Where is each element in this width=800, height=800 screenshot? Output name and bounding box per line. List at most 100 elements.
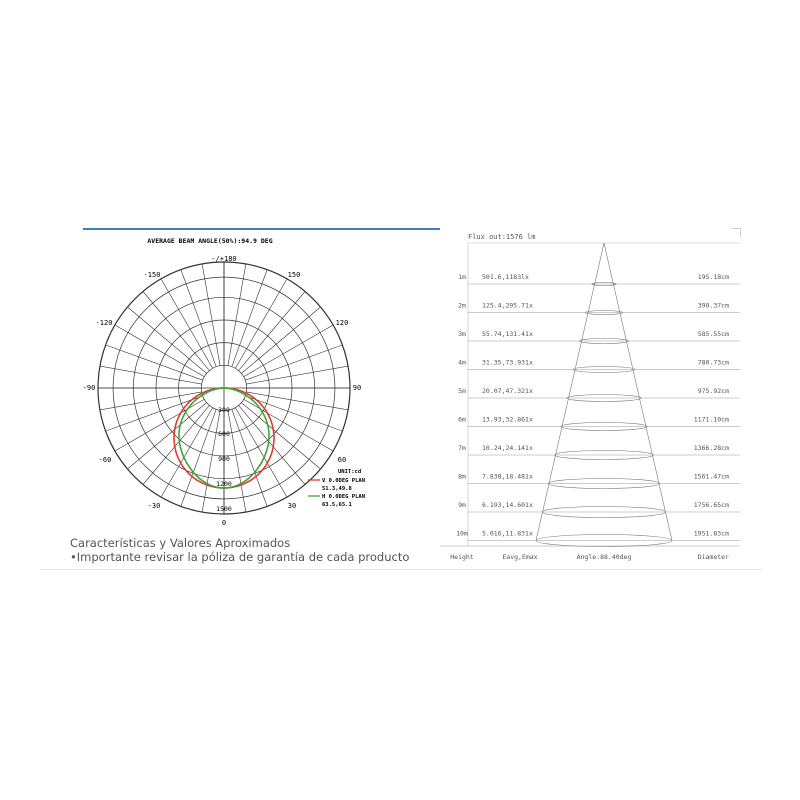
- legend-unit: UNIT:cd: [338, 469, 361, 475]
- cone-ellipse: [548, 478, 660, 489]
- radial-label: 1500: [216, 505, 232, 513]
- header-rule: [83, 228, 440, 230]
- row-height: 1m: [458, 273, 466, 281]
- legend-v-label: V 0.0DEG PLAN: [322, 478, 365, 484]
- polar-legend: UNIT:cd V 0.0DEG PLAN 51.3,49.8 H 0.0DEG…: [308, 469, 365, 508]
- polar-spoke: [160, 407, 213, 498]
- row-diameter: 195.18cm: [698, 273, 729, 281]
- polar-spoke: [235, 278, 288, 369]
- footer-diameter: Diameter: [698, 553, 729, 561]
- polar-spoke: [235, 407, 288, 498]
- footer-values: Eavg,Emax: [502, 553, 537, 561]
- polar-spoke: [114, 324, 205, 377]
- row-values: 125.4,295.71x: [482, 302, 533, 310]
- angle-label-top: -/+180: [211, 255, 236, 263]
- h-plane-curve: [178, 387, 270, 489]
- angle-label-n90: -90: [83, 384, 96, 392]
- footer-height: Height: [450, 553, 474, 561]
- angle-label-n120: -120: [96, 319, 113, 327]
- row-height: 10m: [456, 530, 468, 538]
- polar-spoke: [241, 306, 321, 374]
- polar-spoke: [127, 402, 207, 470]
- cone-ellipse: [585, 310, 623, 315]
- polar-radial-labels: 300 600 900 1200 1500: [216, 406, 232, 513]
- polar-spoke: [241, 402, 321, 470]
- row-diameter: 1756.65cm: [694, 501, 729, 509]
- cone-rows: 1m 501.6,1183lx 195.18cm 2m 125.4,295.71x 390…: [456, 273, 740, 547]
- row-height: 6m: [458, 416, 466, 424]
- polar-spoke: [99, 365, 202, 385]
- radial-label: 900: [218, 455, 230, 463]
- polar-spoke: [160, 278, 213, 369]
- row-height: 4m: [458, 359, 466, 367]
- caption-title: Características y Valores Aproximados: [70, 536, 291, 550]
- row-diameter: 1366.28cm: [694, 444, 729, 452]
- row-values: 5.016,11.831x: [482, 530, 533, 538]
- row-values: 55.74,131.41x: [482, 330, 533, 338]
- angle-label-p30: 30: [288, 502, 296, 510]
- row-height: 5m: [458, 387, 466, 395]
- row-diameter: 780.73cm: [698, 359, 729, 367]
- row-values: 7.838,18.481x: [482, 473, 533, 481]
- polar-angle-labels: -/+180 -150 150 -120 120 -90 90 -60 60 -…: [83, 255, 362, 527]
- row-height: 8m: [458, 473, 466, 481]
- polar-spoke: [243, 324, 334, 377]
- cone-grid: [440, 242, 740, 547]
- polar-spoke: [180, 269, 217, 367]
- legend-h-values: 63.5,65.1: [322, 502, 352, 508]
- row-height: 7m: [458, 444, 466, 452]
- polar-spoke: [105, 344, 203, 381]
- legend-h-label: H 0.0DEG PLAN: [322, 494, 365, 500]
- angle-label-n60: -60: [99, 456, 112, 464]
- angle-label-n30: -30: [148, 502, 161, 510]
- polar-spoke: [180, 409, 217, 507]
- angle-label-p120: 120: [336, 319, 349, 327]
- polar-spoke: [238, 405, 306, 485]
- corner-fold: [732, 228, 741, 237]
- legend-v-values: 51.3,49.8: [322, 486, 352, 492]
- polar-candela-diagram: AVERAGE BEAM ANGLE(50%):94.9 DEG -/+180 …: [83, 237, 365, 527]
- cone-ellipse: [591, 282, 617, 286]
- polar-spoke: [238, 291, 306, 371]
- cone-footer: Height Eavg,Emax Angle:88.40deg Diameter: [450, 553, 729, 561]
- row-diameter: 975.92cm: [698, 387, 729, 395]
- row-height: 9m: [458, 501, 466, 509]
- polar-title: AVERAGE BEAM ANGLE(50%):94.9 DEG: [147, 237, 272, 245]
- angle-label-bottom: 0: [222, 519, 226, 527]
- polar-spoke: [227, 263, 247, 366]
- footer-rule: [40, 569, 762, 570]
- polar-grid: [97, 261, 351, 515]
- row-diameter: 390.37cm: [698, 302, 729, 310]
- polar-spoke: [245, 395, 343, 432]
- caption-note: •Importante revisar la póliza de garantí…: [70, 550, 410, 564]
- polar-spoke: [245, 344, 343, 381]
- illuminance-cone-diagram: Flux out:1576 lm 1m 501.6,1183lx 195.18cm 2…: [440, 233, 740, 561]
- polar-spoke: [99, 391, 202, 411]
- row-values: 20.07,47.321x: [482, 387, 533, 395]
- row-diameter: 1951.83cm: [694, 530, 729, 538]
- polar-spoke: [105, 395, 203, 432]
- polar-spoke: [231, 269, 268, 367]
- polar-curves: [173, 387, 275, 489]
- cone-ellipse: [535, 534, 673, 547]
- radial-label: 300: [218, 406, 230, 414]
- angle-label-p60: 60: [338, 456, 346, 464]
- footer-angle: Angle:88.40deg: [577, 553, 632, 561]
- polar-spoke: [201, 410, 221, 513]
- angle-label-p150: 150: [288, 271, 301, 279]
- row-diameter: 585.55cm: [698, 330, 729, 338]
- polar-spoke: [246, 365, 349, 385]
- angle-label-p90: 90: [353, 384, 361, 392]
- polar-spoke: [127, 306, 207, 374]
- cone-ellipse: [554, 450, 654, 460]
- row-height: 3m: [458, 330, 466, 338]
- polar-spoke: [227, 410, 247, 513]
- row-values: 31.35,73.931x: [482, 359, 533, 367]
- row-diameter: 1561.47cm: [694, 473, 729, 481]
- row-height: 2m: [458, 302, 466, 310]
- radial-label: 1200: [216, 480, 232, 488]
- cone-ellipse: [566, 394, 642, 402]
- row-values: 6.193,14.601x: [482, 501, 533, 509]
- cone-ellipse: [579, 338, 629, 344]
- angle-label-n150: -150: [144, 271, 161, 279]
